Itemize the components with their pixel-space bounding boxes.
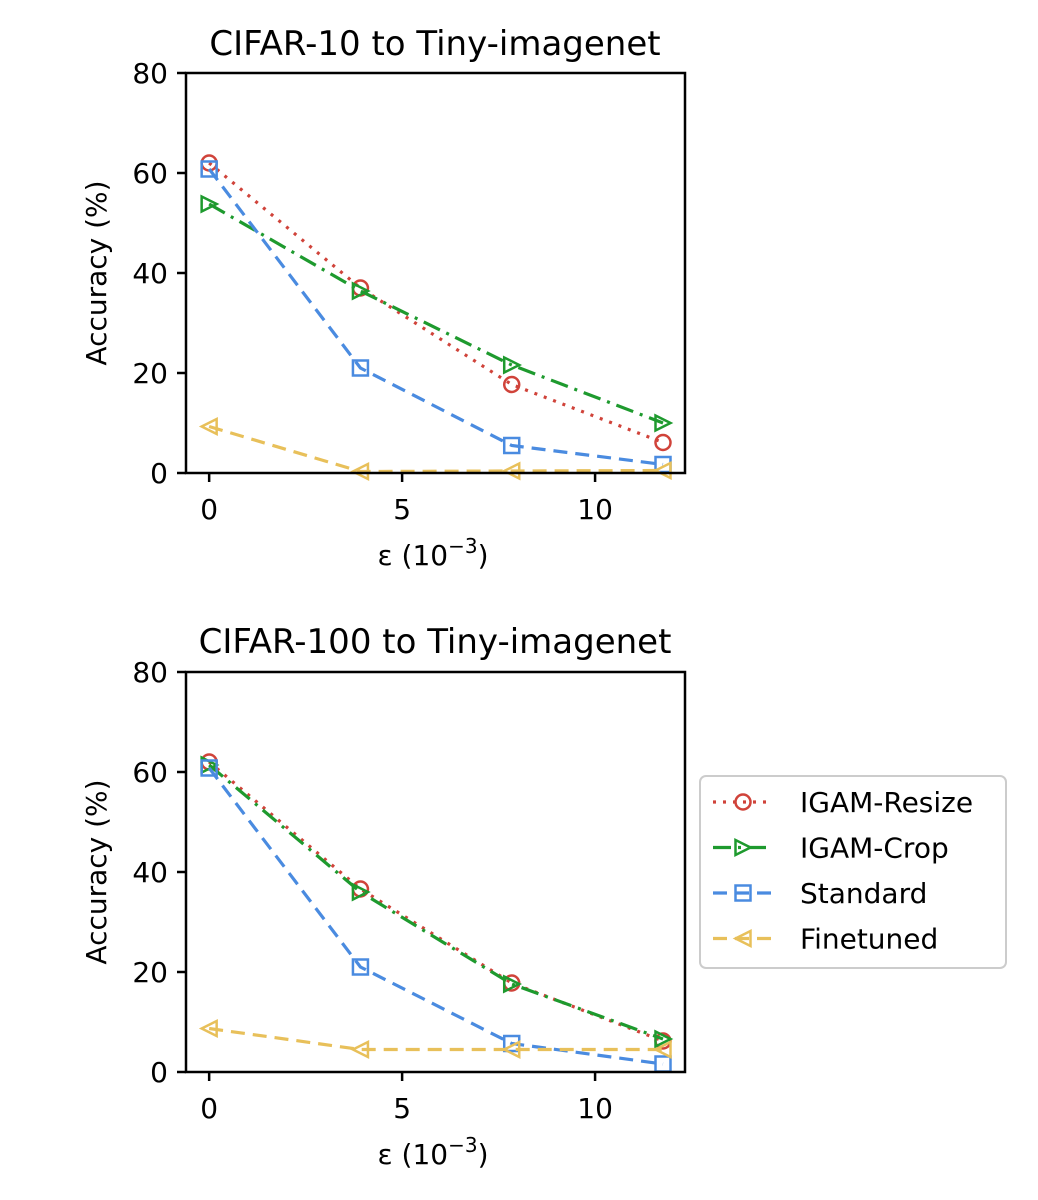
series-finetuned-point — [350, 461, 370, 482]
series-igam-crop-point — [502, 974, 523, 994]
legend-entry-igam-crop: IGAM-Crop — [713, 832, 949, 865]
series-igam-crop-point — [351, 281, 371, 301]
legend-entry-finetuned-label: Finetuned — [800, 923, 938, 956]
x-tick-label: 0 — [200, 493, 218, 526]
series-standard-line — [207, 767, 664, 1066]
x-axis-label-close: ) — [478, 539, 489, 572]
x-tick-label: 5 — [393, 493, 411, 526]
y-axis-label: Accuracy (%) — [80, 779, 113, 964]
chart-title: CIFAR-10 to Tiny-imagenet — [209, 24, 660, 64]
y-tick-label: 60 — [132, 157, 168, 190]
series-finetuned-point — [652, 1039, 672, 1060]
legend-entry-standard-label: Standard — [800, 877, 927, 910]
series-finetuned-point — [350, 1039, 370, 1060]
x-axis-label-base: ε (10 — [377, 1138, 448, 1171]
series-finetuned-line — [208, 424, 664, 474]
series-standard-point — [200, 759, 218, 777]
plot-area — [198, 154, 674, 482]
y-tick-label: 40 — [132, 856, 168, 889]
x-axis-label-exponent: −3 — [448, 1133, 477, 1157]
x-axis-label: ε (10−3) — [377, 1133, 488, 1171]
x-tick-label: 0 — [200, 1092, 218, 1125]
y-axis-label: Accuracy (%) — [80, 180, 113, 365]
series-finetuned-point — [198, 1018, 218, 1039]
series-igam-crop — [200, 755, 674, 1049]
plot-area — [198, 753, 674, 1073]
series-igam-crop-point — [654, 1029, 674, 1049]
legend-box — [699, 775, 1007, 969]
y-tick-label: 80 — [132, 57, 168, 90]
series-standard-point — [351, 958, 370, 976]
chart-panel-cifar100: CIFAR-100 to Tiny-imagenet 0 5 10 0 20 40 60 80… — [80, 622, 687, 1171]
chart-panel-cifar10: CIFAR-10 to Tiny-imagenet 0 5 10020406080 … — [80, 24, 687, 572]
axis-ticks: 0 5 10 0 20 40 60 80 — [132, 656, 613, 1125]
legend-entry-igam-crop-marker — [734, 837, 754, 858]
x-axis-label-exponent: −3 — [448, 534, 477, 558]
chart-title: CIFAR-100 to Tiny-imagenet — [199, 622, 672, 662]
legend-entry-standard: Standard — [713, 877, 927, 910]
series-finetuned-line — [208, 1026, 664, 1052]
series-igam-crop-point — [351, 882, 371, 902]
x-tick-label: 10 — [577, 1092, 613, 1125]
series-standard-line — [207, 168, 664, 467]
x-axis-label-close: ) — [478, 1138, 489, 1171]
series-igam-crop — [200, 194, 674, 433]
series-finetuned-point — [198, 416, 218, 437]
series-igam-crop-line — [208, 763, 664, 1041]
series-igam-crop-point — [654, 413, 674, 433]
x-axis-label-base: ε (10 — [377, 539, 448, 572]
axis-ticks: 0 5 10 0 20 40 60 80 — [132, 57, 613, 526]
x-tick-label: 10 — [577, 493, 613, 526]
y-tick-label: 0 — [150, 457, 168, 490]
legend-entry-igam-resize-label: IGAM-Resize — [800, 786, 973, 819]
y-tick-label: 40 — [132, 257, 168, 290]
series-standard-point — [200, 160, 218, 178]
series-finetuned-point — [501, 1039, 521, 1060]
legend-entry-igam-resize: IGAM-Resize — [713, 786, 973, 819]
series-finetuned-point — [501, 461, 521, 481]
x-tick-label: 5 — [393, 1092, 411, 1125]
legend-entry-igam-crop-label: IGAM-Crop — [800, 832, 949, 865]
legend-entry-standard-marker — [734, 884, 752, 902]
y-tick-label: 0 — [150, 1056, 168, 1089]
y-tick-label: 60 — [132, 756, 168, 789]
y-tick-label: 20 — [132, 357, 168, 390]
series-igam-crop-point — [502, 355, 523, 375]
series-igam-crop-point — [200, 194, 220, 214]
y-tick-label: 80 — [132, 656, 168, 689]
y-tick-label: 20 — [132, 956, 168, 989]
series-igam-resize-point — [654, 433, 672, 452]
legend-entry-finetuned-marker — [732, 928, 752, 949]
series-finetuned — [198, 416, 672, 482]
series-finetuned — [198, 1018, 672, 1060]
series-standard-point — [351, 359, 370, 377]
x-axis-label: ε (10−3) — [377, 534, 488, 572]
legend: IGAM-Resize IGAM-Crop Standard Finetuned — [699, 775, 1007, 969]
series-igam-resize-point — [502, 375, 521, 394]
legend-entry-igam-resize-marker — [734, 793, 752, 811]
series-standard-point — [502, 436, 521, 455]
series-igam-crop-line — [208, 202, 664, 425]
legend-entry-finetuned: Finetuned — [713, 923, 938, 956]
